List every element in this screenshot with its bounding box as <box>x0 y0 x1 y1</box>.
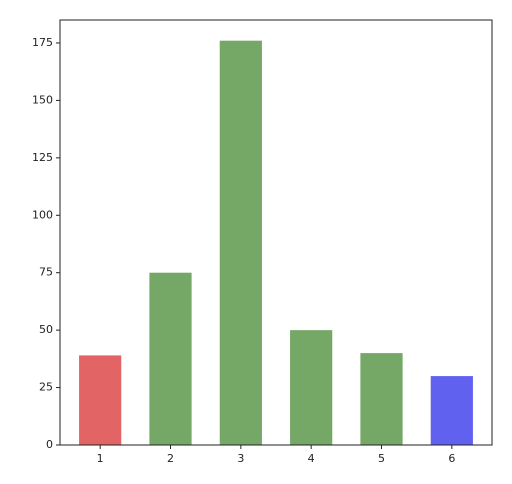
x-tick-label: 3 <box>237 452 244 465</box>
y-tick-label: 100 <box>32 208 53 221</box>
y-tick-label: 50 <box>39 323 53 336</box>
y-tick-label: 25 <box>39 381 53 394</box>
y-tick-label: 0 <box>46 438 53 451</box>
plot-frame <box>59 19 493 446</box>
x-tick-label: 5 <box>378 452 385 465</box>
y-tick-label: 175 <box>32 36 53 49</box>
bar <box>360 353 403 445</box>
y-tick-label: 125 <box>32 151 53 164</box>
bar <box>149 272 192 445</box>
y-tick-label: 75 <box>39 266 53 279</box>
bar <box>79 355 122 445</box>
bar <box>219 40 262 446</box>
x-tick-label: 6 <box>448 452 455 465</box>
y-tick-label: 150 <box>32 93 53 106</box>
x-tick-label: 1 <box>97 452 104 465</box>
bar <box>290 330 333 445</box>
bar <box>430 376 473 445</box>
x-tick-label: 2 <box>167 452 174 465</box>
x-tick-label: 4 <box>308 452 315 465</box>
